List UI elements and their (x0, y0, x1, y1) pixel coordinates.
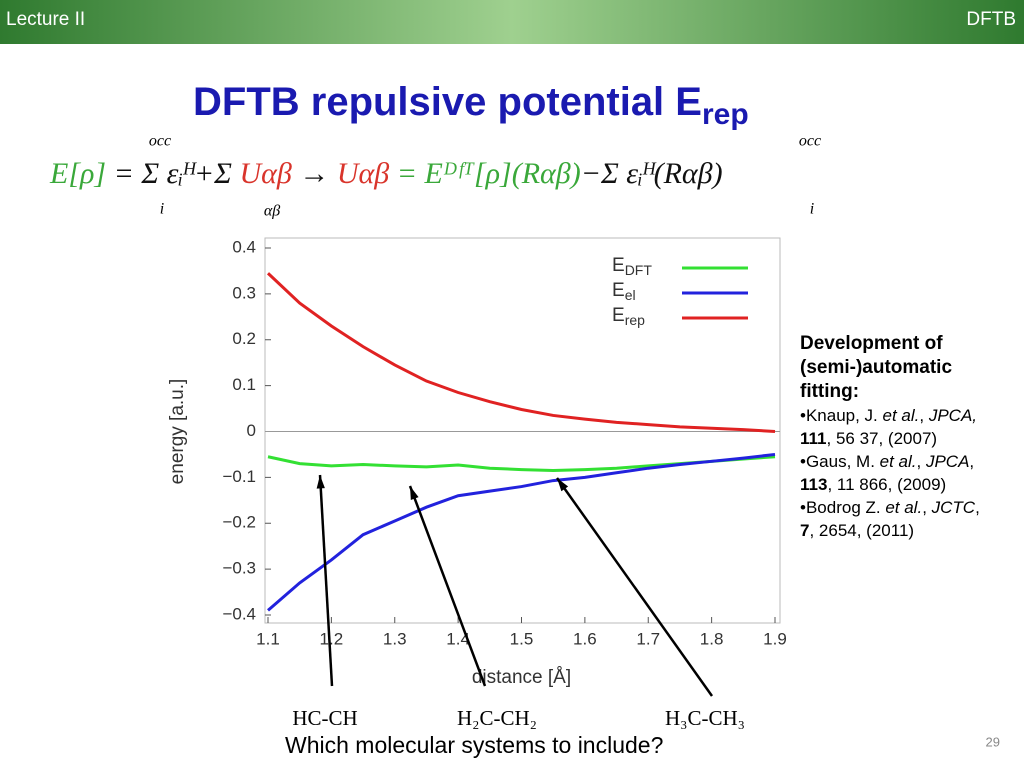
reference-run: , (916, 452, 926, 471)
y-tick-label: −0.3 (222, 559, 256, 578)
slide-title: DFTB repulsive potential Erep (193, 80, 749, 131)
y-tick-label: 0.1 (232, 375, 256, 394)
reference-run: et al. (882, 406, 920, 425)
equation: E[ρ] = Σ εᵢᴴ+Σ Uαβ → Uαβ = Eᴰᶠᵀ[ρ](Rαβ)−… (49, 157, 723, 190)
arrow (555, 477, 714, 697)
title-sub: rep (702, 98, 749, 131)
x-tick-label: 1.7 (636, 629, 660, 648)
reference-run: 111 (800, 429, 827, 448)
x-tick-label: 1.1 (256, 629, 280, 648)
y-tick-label: −0.2 (222, 513, 256, 532)
reference-run: , 56 37, (2007) (826, 429, 938, 448)
sum-limit: i (160, 201, 164, 218)
side-heading: Development of (semi-)automatic fitting: (800, 333, 953, 402)
reference-run: •Gaus, M. (800, 452, 880, 471)
reference-run: et al. (885, 498, 923, 517)
equation-part: E[ρ] (49, 157, 106, 190)
arrow-head (557, 478, 569, 492)
sum-limit: αβ (264, 203, 280, 220)
legend-sub: rep (625, 312, 645, 328)
x-tick-label: 1.2 (320, 629, 344, 648)
reference-run: •Knaup, J. (800, 406, 883, 425)
legend-sub: DFT (625, 262, 653, 278)
arrow-head (410, 486, 419, 500)
series-line (266, 272, 776, 433)
header-bar (0, 0, 1024, 44)
reference-run: JPCA, (928, 406, 978, 425)
reference-run: , (975, 498, 980, 517)
x-tick-label: 1.9 (763, 629, 787, 648)
legend-sub: el (625, 287, 636, 303)
header-left: Lecture II (6, 9, 85, 30)
equation-part: Eᴰᶠᵀ[ρ](Rαβ) (423, 157, 580, 190)
equation-part: Uαβ (337, 157, 389, 190)
arrow (408, 485, 487, 687)
reference-run: , 11 866, (2009) (827, 475, 947, 494)
y-axis-label: energy [a.u.] (167, 379, 188, 485)
reference: •Bodrog Z. et al., JCTC, 7, 2654, (2011) (800, 496, 990, 542)
sum-limit: occ (799, 133, 821, 150)
reference-run: 113 (800, 475, 828, 494)
legend-label: Eel (612, 280, 636, 303)
y-tick-label: 0 (247, 421, 256, 440)
arrow-head (316, 475, 325, 489)
page-number: 29 (986, 734, 1000, 749)
side-text: Development of (semi-)automatic fitting:… (800, 332, 990, 542)
reference: •Gaus, M. et al., JPCA, 113, 11 866, (20… (800, 450, 990, 496)
plot-frame (264, 237, 781, 624)
legend-name: E (612, 280, 625, 301)
equation-part: → (292, 157, 337, 190)
x-tick-label: 1.5 (510, 629, 534, 648)
reference-run: JPCA (925, 452, 970, 471)
x-tick-label: 1.8 (700, 629, 724, 648)
molecule-label: H₃C-CH₃ (665, 706, 745, 730)
equation-part: Uαβ (240, 157, 292, 190)
header-right: DFTB (966, 9, 1016, 30)
arrow (318, 474, 334, 687)
equation-part: = (389, 157, 424, 190)
reference-run: et al. (879, 452, 917, 471)
y-tick-label: 0.4 (232, 237, 256, 256)
x-axis-label: distance [Å] (472, 667, 571, 688)
question: Which molecular systems to include? (285, 732, 663, 758)
series-line (267, 452, 776, 612)
legend-name: E (612, 255, 625, 276)
x-tick-label: 1.6 (573, 629, 597, 648)
legend-label: EDFT (612, 255, 652, 278)
equation-part: = Σ εᵢᴴ+Σ (106, 157, 239, 190)
title-main: DFTB repulsive potential E (193, 80, 702, 124)
molecule-label: HC-CH (292, 706, 357, 730)
reference-run: , (969, 452, 975, 471)
molecule-label: H₂C-CH₂ (457, 706, 537, 730)
legend-name: E (612, 305, 625, 326)
x-tick-label: 1.3 (383, 629, 407, 648)
y-tick-label: 0.3 (232, 283, 256, 302)
equation-part: −Σ εᵢᴴ(Rαβ) (581, 157, 723, 190)
sum-limit: i (810, 201, 814, 218)
x-tick-label: 1.4 (446, 629, 470, 648)
reference: •Knaup, J. et al., JPCA, 111, 56 37, (20… (800, 404, 990, 450)
reference-run: , 2654, (2011) (809, 521, 915, 540)
sum-limit: occ (149, 133, 171, 150)
reference-run: , (919, 406, 929, 425)
reference-run: , (922, 498, 932, 517)
y-tick-label: −0.1 (222, 467, 256, 486)
y-tick-label: 0.2 (232, 329, 256, 348)
reference-run: 7 (800, 521, 810, 540)
reference-run: •Bodrog Z. (800, 498, 886, 517)
legend-label: Erep (612, 305, 645, 328)
y-tick-label: −0.4 (222, 604, 256, 623)
reference-run: JCTC (931, 498, 976, 517)
